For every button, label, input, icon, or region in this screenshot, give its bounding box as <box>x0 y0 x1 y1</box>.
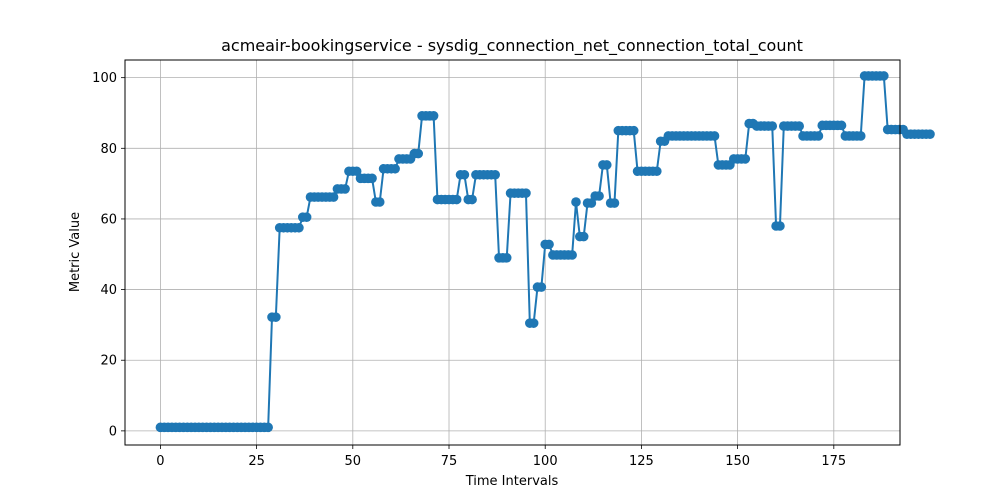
data-point <box>536 282 547 292</box>
x-tick-label: 75 <box>441 454 458 469</box>
x-tick-label: 175 <box>821 454 846 469</box>
data-point <box>601 160 612 170</box>
data-point <box>367 173 377 184</box>
data-point <box>594 191 604 201</box>
data-point <box>544 239 554 250</box>
data-point <box>794 121 804 131</box>
data-point <box>567 250 577 260</box>
x-tick-label: 0 <box>156 454 164 469</box>
data-point <box>586 198 597 208</box>
x-tick-label: 100 <box>533 454 558 469</box>
x-tick-label: 125 <box>629 454 654 469</box>
data-point <box>271 312 281 322</box>
data-point <box>879 71 889 81</box>
data-point <box>740 154 751 164</box>
data-point <box>294 222 304 233</box>
y-axis-ticks: 0 20 40 60 80 100 <box>92 71 125 439</box>
data-point <box>578 231 589 242</box>
y-tick-label: 60 <box>100 212 117 227</box>
data-point <box>609 198 620 208</box>
data-point <box>390 163 400 174</box>
x-axis-label: Time Intervals <box>465 474 559 489</box>
data-point <box>571 197 581 207</box>
data-point <box>709 131 720 141</box>
data-point <box>459 169 470 180</box>
series <box>155 71 935 433</box>
data-point <box>340 184 350 194</box>
x-tick-label: 150 <box>725 454 750 469</box>
data-point <box>351 166 362 177</box>
y-tick-label: 40 <box>100 283 117 298</box>
data-point <box>628 125 639 136</box>
data-point <box>501 252 512 263</box>
data-point <box>925 129 935 139</box>
y-tick-label: 0 <box>109 424 117 439</box>
data-point <box>451 194 462 205</box>
grid <box>125 60 900 445</box>
x-tick-label: 50 <box>345 454 362 469</box>
data-point <box>263 422 273 433</box>
data-point <box>374 197 385 207</box>
plot-frame <box>124 59 901 446</box>
data-point <box>652 166 662 177</box>
data-point <box>767 121 778 131</box>
data-point <box>855 131 866 141</box>
data-point <box>301 212 312 222</box>
data-point <box>467 194 477 205</box>
chart-title: acmeair-bookingservice - sysdig_connecti… <box>221 36 803 56</box>
data-point <box>490 169 500 180</box>
y-tick-label: 100 <box>92 71 117 86</box>
y-axis-label: Metric Value <box>68 212 83 292</box>
y-tick-label: 20 <box>100 354 117 369</box>
y-tick-label: 80 <box>100 142 117 157</box>
data-point <box>521 188 531 198</box>
data-point <box>413 148 424 159</box>
x-axis-ticks: 0 25 50 75 100 125 150 175 <box>156 445 846 469</box>
x-tick-label: 25 <box>248 454 265 469</box>
data-point <box>428 111 439 121</box>
data-point <box>813 131 824 141</box>
data-point <box>836 120 847 131</box>
data-point <box>328 192 339 202</box>
data-point <box>775 221 785 231</box>
data-point <box>528 318 539 328</box>
